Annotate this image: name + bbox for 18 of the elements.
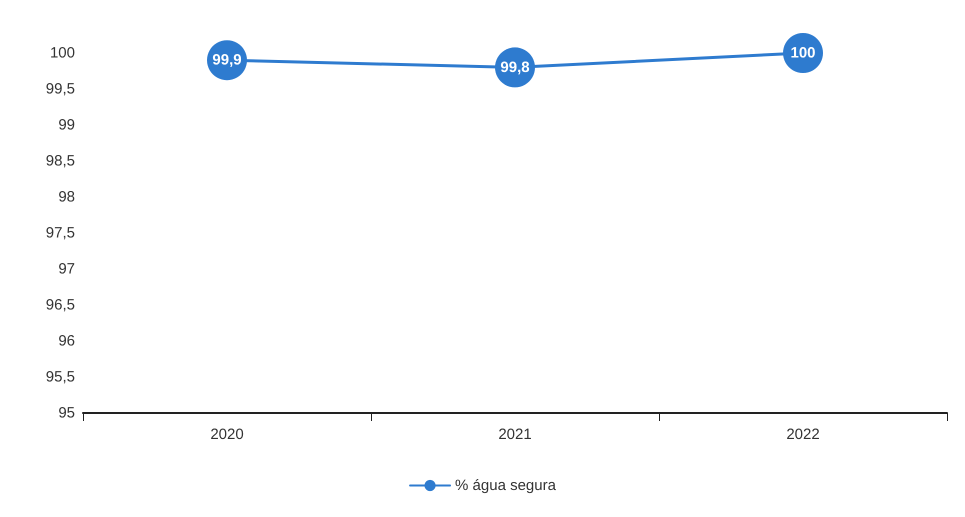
y-tick-label: 95,5 <box>46 368 75 386</box>
data-label: 99,9 <box>212 52 242 69</box>
y-tick-label: 99,5 <box>46 80 75 98</box>
x-tick-label: 2022 <box>786 426 820 443</box>
data-label: 99,8 <box>500 58 530 76</box>
y-tick-label: 98,5 <box>46 152 75 170</box>
x-tick-label: 2020 <box>210 426 244 443</box>
y-tick-label: 97,5 <box>46 224 75 242</box>
y-tick-label: 96 <box>58 332 75 350</box>
y-tick-label: 100 <box>50 44 75 62</box>
y-tick-label: 96,5 <box>46 296 75 314</box>
y-tick-label: 95 <box>58 404 75 422</box>
legend-label: % água segura <box>455 477 557 494</box>
y-tick-label: 98 <box>58 188 75 206</box>
data-label: 100 <box>790 44 816 62</box>
y-tick-label: 99 <box>58 116 75 134</box>
y-tick-label: 97 <box>58 260 75 278</box>
x-tick-label: 2021 <box>498 426 532 443</box>
